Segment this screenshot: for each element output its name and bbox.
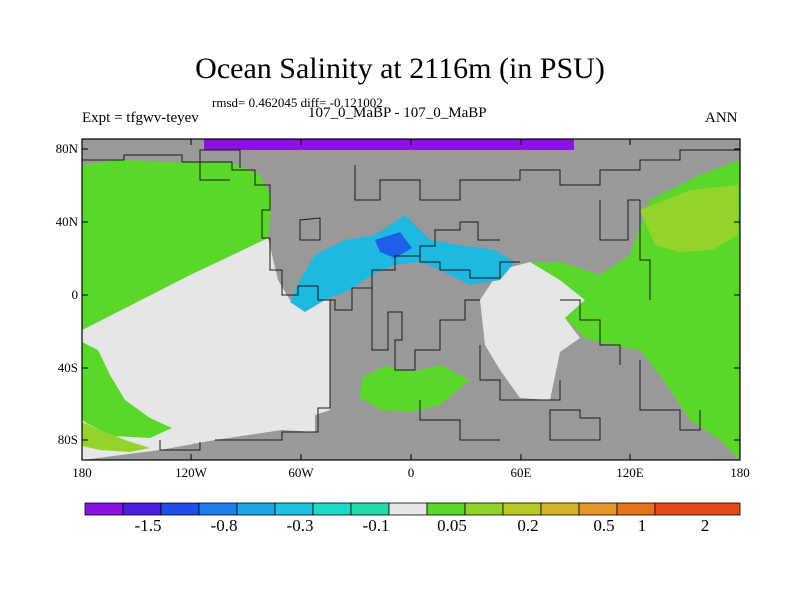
tethys-negative-region <box>290 215 515 312</box>
tethys-strong-negative-region <box>375 232 412 258</box>
colorbar-swatch-16 <box>654 502 741 516</box>
pacific-south-high-region <box>82 422 150 452</box>
colorbar-swatch-8 <box>350 502 390 516</box>
lon-label-120e: 120E <box>616 465 644 480</box>
southern-ocean-positive-region <box>360 365 470 412</box>
colorbar-label-1: -1.5 <box>134 516 162 535</box>
lon-label-120w: 120W <box>175 465 207 480</box>
map-plot-area <box>82 139 740 460</box>
colorbar-label-7: 0.5 <box>593 516 615 535</box>
coastlines <box>82 149 740 451</box>
lat-label-80n: 80N <box>55 141 78 156</box>
arctic-strong-negative-strip <box>204 139 574 150</box>
colorbar-swatch-7 <box>312 502 352 516</box>
colorbar-swatch-15 <box>616 502 656 516</box>
pacific-north-positive-region <box>82 160 272 330</box>
season-label: ANN <box>705 110 738 126</box>
colorbar-swatch-9 <box>388 502 428 516</box>
colorbar-swatch-10 <box>426 502 466 516</box>
comparison-subtitle: 107_0_MaBP - 107_0_MaBP <box>308 105 487 121</box>
pacific-south-positive-region <box>82 342 172 438</box>
colorbar-label-2: -0.8 <box>210 516 238 535</box>
colorbar-swatch-13 <box>540 502 580 516</box>
east-ocean-high-region <box>640 185 738 252</box>
lon-label-60e: 60E <box>510 465 532 480</box>
colorbar-swatch-5 <box>236 502 276 516</box>
experiment-label: Expt = tfgwv-teyev <box>82 110 199 126</box>
colorbar-swatch-4 <box>198 502 238 516</box>
indian-ocean-near-zero-region <box>480 262 585 400</box>
colorbar-label-9: 2 <box>700 516 710 535</box>
colorbar-swatch-6 <box>274 502 314 516</box>
lon-label-0: 0 <box>407 465 415 480</box>
colorbar-swatch-2 <box>122 502 162 516</box>
lat-label-40n: 40N <box>55 214 78 229</box>
colorbar-swatch-14 <box>578 502 618 516</box>
rmsd-diff-stats: rmsd= 0.462045 diff= -0.121002 <box>212 95 383 110</box>
colorbar-label-8: 1 <box>637 516 647 535</box>
colorbar-label-4: -0.1 <box>362 516 390 535</box>
colorbar-swatch-12 <box>502 502 542 516</box>
lat-label-0: 0 <box>71 287 79 302</box>
colorbar-swatch-3 <box>160 502 200 516</box>
map-title: Ocean Salinity at 2116m (in PSU) <box>195 52 605 85</box>
lon-label-60w: 60W <box>288 465 314 480</box>
colorbar-label-3: -0.3 <box>286 516 314 535</box>
lon-label-180e: 180 <box>730 465 750 480</box>
pacific-near-zero-region <box>82 238 330 460</box>
lon-label-180w: 180 <box>72 465 92 480</box>
lat-label-40s: 40S <box>57 360 78 375</box>
colorbar-label-5: 0.05 <box>437 516 467 535</box>
lat-label-80s: 80S <box>57 432 78 447</box>
colorbar-swatch-1 <box>84 502 124 516</box>
colorbar-swatch-11 <box>464 502 504 516</box>
colorbar <box>84 502 741 516</box>
axis-ticks <box>81 139 741 460</box>
colorbar-label-6: 0.2 <box>517 516 539 535</box>
